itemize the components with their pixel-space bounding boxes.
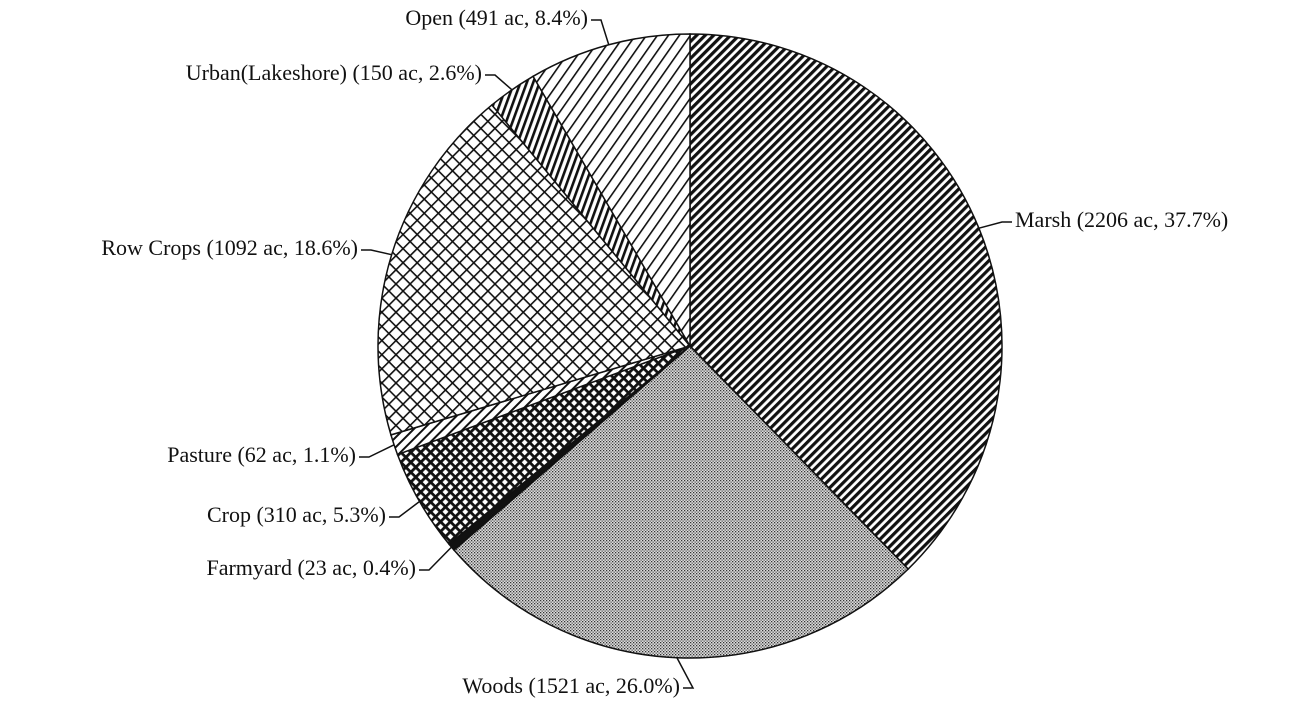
leader-line [676,657,695,689]
slice-label: Marsh (2206 ac, 37.7%) [1015,207,1228,232]
leader-line [419,546,453,571]
slice-label: Row Crops (1092 ac, 18.6%) [101,235,358,260]
slice-label: Pasture (62 ac, 1.1%) [167,442,356,467]
slice-label: Open (491 ac, 8.4%) [405,5,588,30]
slice-label: Woods (1521 ac, 26.0%) [462,673,680,698]
pie-slice [377,103,692,436]
leader-line [978,221,1012,229]
leader-line [361,249,392,256]
pie-slice [532,33,691,349]
pie-slice [452,344,910,659]
slice-label: Crop (310 ac, 5.3%) [207,502,386,527]
leader-line [359,444,395,458]
pie-slice [689,33,1003,571]
leader-line [389,500,420,518]
leader-line [485,74,513,91]
slice-label: Farmyard (23 ac, 0.4%) [206,555,416,580]
leader-line [591,19,610,45]
slice-label: Urban(Lakeshore) (150 ac, 2.6%) [186,60,482,85]
